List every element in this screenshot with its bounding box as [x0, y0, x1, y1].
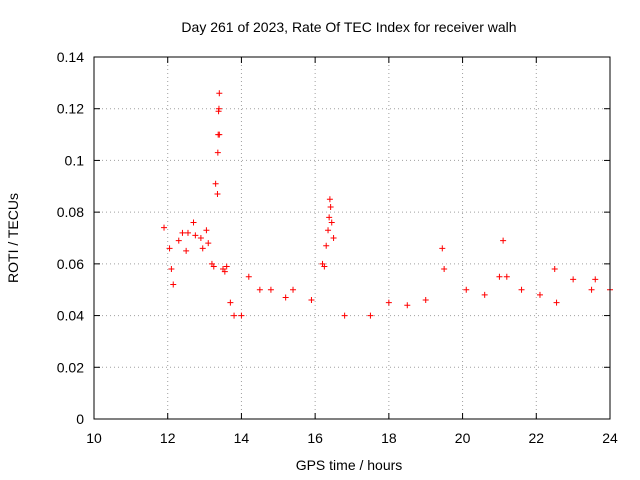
data-point	[592, 276, 599, 283]
y-tick-label: 0.14	[57, 49, 84, 65]
data-point	[463, 286, 470, 293]
data-point	[439, 245, 446, 252]
data-point	[161, 224, 168, 231]
y-tick-label: 0.12	[57, 101, 84, 117]
data-point	[404, 302, 411, 309]
data-point	[326, 214, 333, 221]
data-point	[330, 235, 337, 241]
data-point	[179, 229, 186, 236]
plot-frame	[93, 56, 611, 420]
x-tick-label: 12	[160, 430, 176, 446]
data-point	[199, 245, 206, 252]
data-point	[327, 203, 334, 210]
data-point	[551, 266, 558, 273]
data-point	[321, 263, 328, 270]
data-point	[570, 276, 577, 283]
data-point	[231, 312, 238, 319]
data-point	[422, 297, 429, 304]
data-point	[210, 263, 217, 270]
data-point	[323, 242, 330, 249]
data-point	[197, 235, 204, 241]
data-point	[536, 291, 543, 298]
x-tick-label: 10	[86, 430, 102, 446]
x-tick-label: 14	[234, 430, 250, 446]
x-tick-label: 22	[528, 430, 544, 446]
y-tick-label: 0.06	[57, 256, 84, 272]
data-point	[441, 266, 448, 273]
data-point	[183, 247, 190, 254]
data-point	[216, 90, 223, 97]
data-point	[214, 149, 221, 156]
data-point	[553, 299, 560, 306]
y-tick-label: 0.02	[57, 359, 84, 375]
data-point	[223, 263, 230, 270]
data-point	[192, 232, 199, 239]
chart-title: Day 261 of 2023, Rate Of TEC Index for r…	[181, 19, 516, 35]
data-point	[385, 299, 392, 306]
data-point	[326, 196, 333, 203]
x-axis-label: GPS time / hours	[296, 457, 403, 473]
data-point	[256, 286, 263, 293]
data-point	[308, 297, 315, 304]
data-point	[227, 299, 234, 306]
y-tick-label: 0.08	[57, 204, 84, 220]
data-point	[203, 227, 210, 234]
data-point	[367, 312, 374, 319]
data-point	[212, 180, 219, 187]
y-tick-label: 0.1	[65, 152, 85, 168]
data-point	[325, 227, 332, 234]
data-point	[245, 273, 252, 280]
data-point	[215, 105, 222, 112]
data-point	[216, 131, 223, 138]
data-point	[168, 266, 175, 273]
data-point	[170, 281, 177, 288]
data-point	[175, 237, 182, 244]
data-point	[503, 273, 510, 280]
data-point	[290, 286, 297, 293]
data-point	[267, 286, 274, 293]
data-point	[481, 291, 488, 298]
data-point	[328, 219, 335, 226]
data-point	[166, 245, 173, 252]
grid-lines	[94, 57, 610, 419]
data-point	[205, 240, 212, 247]
x-tick-label: 18	[381, 430, 397, 446]
y-axis-label: ROTI / TECUs	[5, 193, 21, 283]
data-point	[238, 312, 245, 319]
axis-ticks: 10 12 14 16 18 20 22 24 0 0.02 0.04 0.06 0.08 0.1 0.12…	[57, 49, 618, 446]
data-point	[221, 268, 228, 275]
data-point	[496, 273, 503, 280]
x-tick-label: 16	[307, 430, 323, 446]
data-point	[500, 237, 507, 244]
data-point	[190, 219, 197, 226]
x-tick-label: 20	[455, 430, 471, 446]
data-point	[282, 294, 289, 301]
data-point	[341, 312, 348, 319]
y-tick-label: 0.04	[57, 308, 84, 324]
data-point	[518, 286, 525, 293]
data-point	[184, 229, 191, 236]
y-tick-label: 0	[76, 411, 84, 427]
data-point	[588, 286, 595, 293]
x-tick-label: 24	[602, 430, 618, 446]
data-point	[214, 191, 221, 198]
data-points	[161, 90, 613, 319]
